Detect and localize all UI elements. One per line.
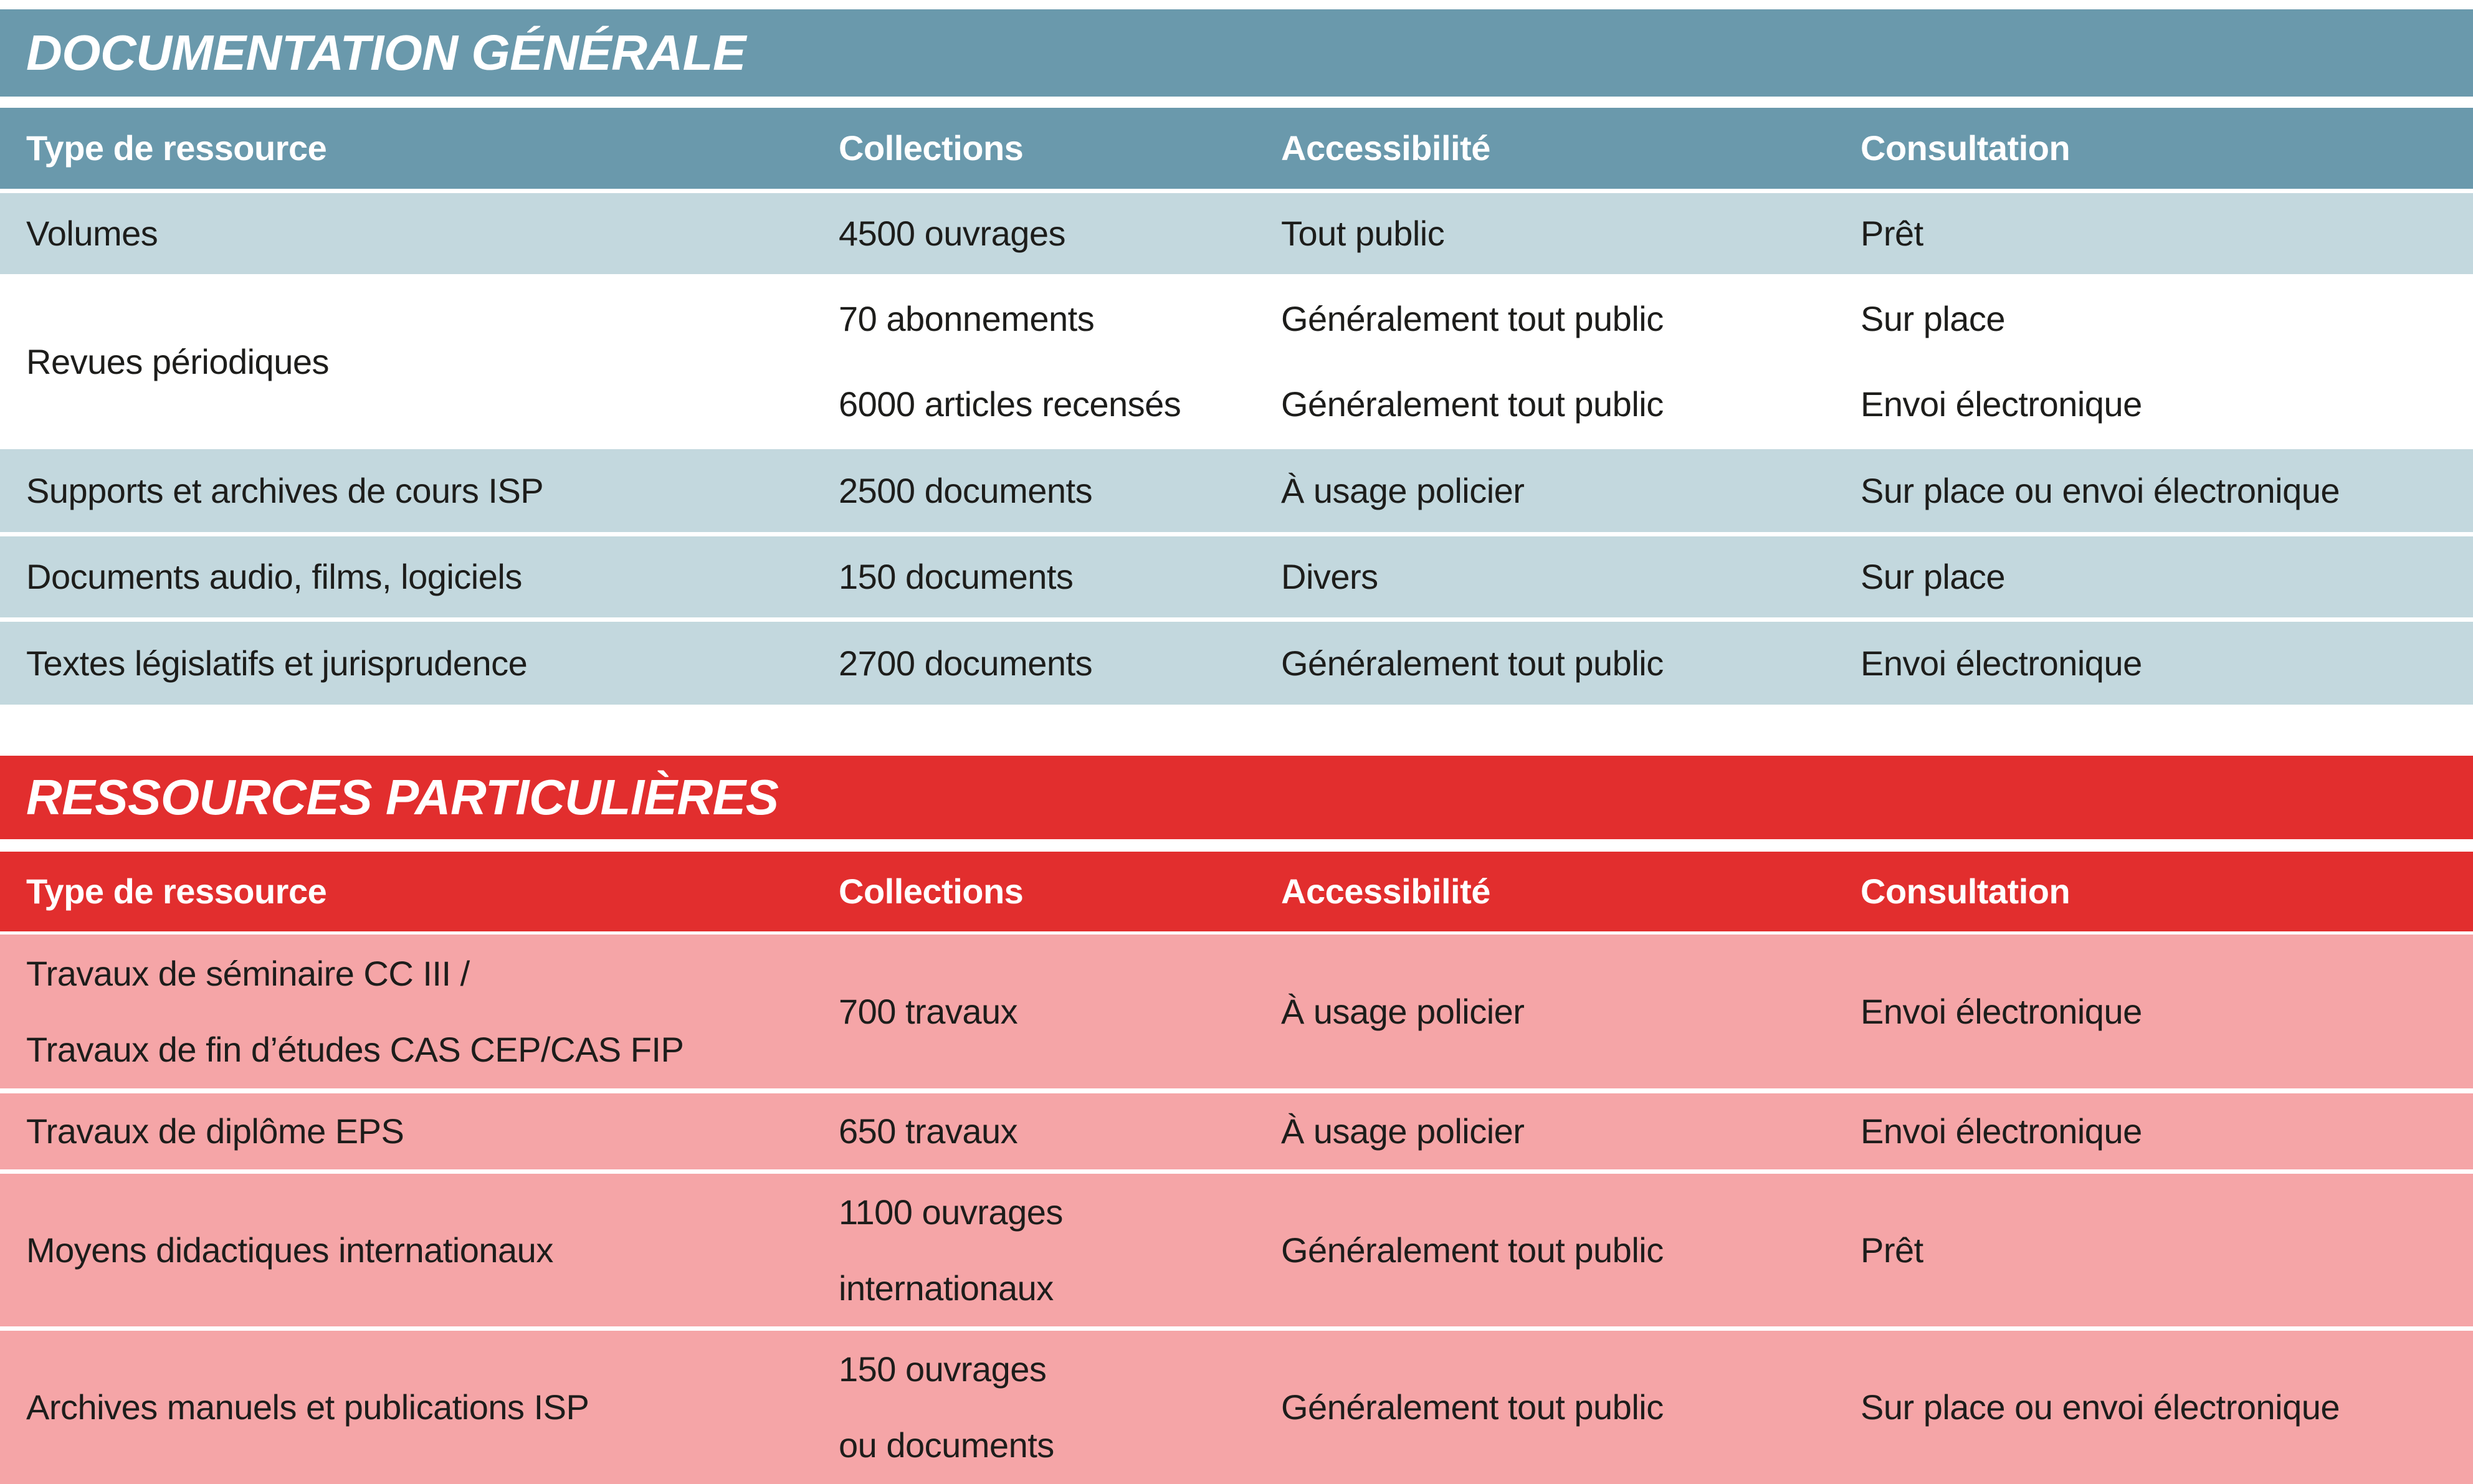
cell-collections: 700 travaux (812, 935, 1255, 1088)
cell-type: Archives manuels et publications ISP (0, 1331, 812, 1484)
cell-type: Travaux de séminaire CC III / Travaux de… (0, 935, 812, 1088)
cell-consultation: Prêt (1834, 1174, 2473, 1326)
column-header-row: Type de ressource Collections Accessibil… (0, 108, 2473, 189)
column-header-collections: Collections (812, 852, 1255, 931)
cell-consultation-sub2: Envoi électronique (1861, 384, 2142, 424)
cell-type: Moyens didactiques internationaux (0, 1174, 812, 1326)
cell-type: Revues périodiques (26, 341, 329, 381)
cell-type: Volumes (0, 193, 812, 274)
section-title: DOCUMENTATION GÉNÉRALE (26, 25, 746, 80)
column-header-accessibilite: Accessibilité (1255, 108, 1834, 189)
column-header-consultation: Consultation (1834, 108, 2473, 189)
section-title-bar: DOCUMENTATION GÉNÉRALE (0, 9, 2473, 97)
cell-consultation: Envoi électronique (1834, 622, 2473, 705)
cell-consultation: Sur place ou envoi électronique (1834, 1331, 2473, 1484)
cell-collections: 4500 ouvrages (812, 193, 1255, 274)
column-header-row: Type de ressource Collections Accessibil… (0, 852, 2473, 931)
table-row-moyens-didactiques: Moyens didactiques internationaux 1100 o… (0, 1174, 2473, 1326)
cell-type: Textes législatifs et jurisprudence (0, 622, 812, 705)
cell-accessibilite: Tout public (1255, 193, 1834, 274)
cell-accessibilite: À usage policier (1255, 449, 1834, 532)
section-title: RESSOURCES PARTICULIÈRES (26, 769, 779, 825)
cell-accessibilite: Généralement tout public (1255, 1174, 1834, 1326)
cell-consultation: Sur place (1834, 536, 2473, 617)
cell-consultation: Sur place ou envoi électronique (1834, 449, 2473, 532)
cell-accessibilite: À usage policier (1255, 1093, 1834, 1169)
column-header-type: Type de ressource (0, 852, 812, 931)
cell-consultation: Envoi électronique (1834, 1093, 2473, 1169)
cell-collections: 650 travaux (812, 1093, 1255, 1169)
cell-collections-sub1: 70 abonnements (839, 299, 1095, 338)
cell-type: Documents audio, films, logiciels (0, 536, 812, 617)
cell-collections: 150 documents (812, 536, 1255, 617)
table-row-revues-periodiques: Revues périodiques 70 abonnements Généra… (0, 278, 2473, 445)
cell-consultation-sub1: Sur place (1861, 299, 2006, 338)
table-row-supports-archives: Supports et archives de cours ISP 2500 d… (0, 449, 2473, 532)
cell-type: Travaux de diplôme EPS (0, 1093, 812, 1169)
cell-collections: 2500 documents (812, 449, 1255, 532)
table-row-documents-audio: Documents audio, films, logiciels 150 do… (0, 536, 2473, 617)
cell-collections: 2700 documents (812, 622, 1255, 705)
cell-accessibilite-sub1: Généralement tout public (1281, 299, 1664, 338)
cell-consultation: Prêt (1834, 193, 2473, 274)
table-row-textes-legislatifs: Textes législatifs et jurisprudence 2700… (0, 622, 2473, 705)
table-row-travaux-diplome: Travaux de diplôme EPS 650 travaux À usa… (0, 1093, 2473, 1169)
cell-collections: 1100 ouvrages internationaux (812, 1174, 1255, 1326)
table-row-travaux-seminaire: Travaux de séminaire CC III / Travaux de… (0, 935, 2473, 1088)
column-header-collections: Collections (812, 108, 1255, 189)
table-ressources-particulieres: RESSOURCES PARTICULIÈRES Type de ressour… (0, 756, 2473, 1484)
cell-collections-sub2: 6000 articles recensés (839, 384, 1181, 424)
cell-collections: 150 ouvrages ou documents (812, 1331, 1255, 1484)
section-title-bar: RESSOURCES PARTICULIÈRES (0, 756, 2473, 839)
cell-accessibilite: Généralement tout public (1255, 622, 1834, 705)
column-header-accessibilite: Accessibilité (1255, 852, 1834, 931)
cell-accessibilite: À usage policier (1255, 935, 1834, 1088)
cell-consultation: Envoi électronique (1834, 935, 2473, 1088)
cell-accessibilite-sub2: Généralement tout public (1281, 384, 1664, 424)
cell-type: Supports et archives de cours ISP (0, 449, 812, 532)
cell-accessibilite: Généralement tout public (1255, 1331, 1834, 1484)
table-documentation-generale: DOCUMENTATION GÉNÉRALE Type de ressource… (0, 9, 2473, 705)
column-header-consultation: Consultation (1834, 852, 2473, 931)
column-header-type: Type de ressource (0, 108, 812, 189)
cell-accessibilite: Divers (1255, 536, 1834, 617)
table-row-volumes: Volumes 4500 ouvrages Tout public Prêt (0, 193, 2473, 274)
table-row-archives-manuels: Archives manuels et publications ISP 150… (0, 1331, 2473, 1484)
